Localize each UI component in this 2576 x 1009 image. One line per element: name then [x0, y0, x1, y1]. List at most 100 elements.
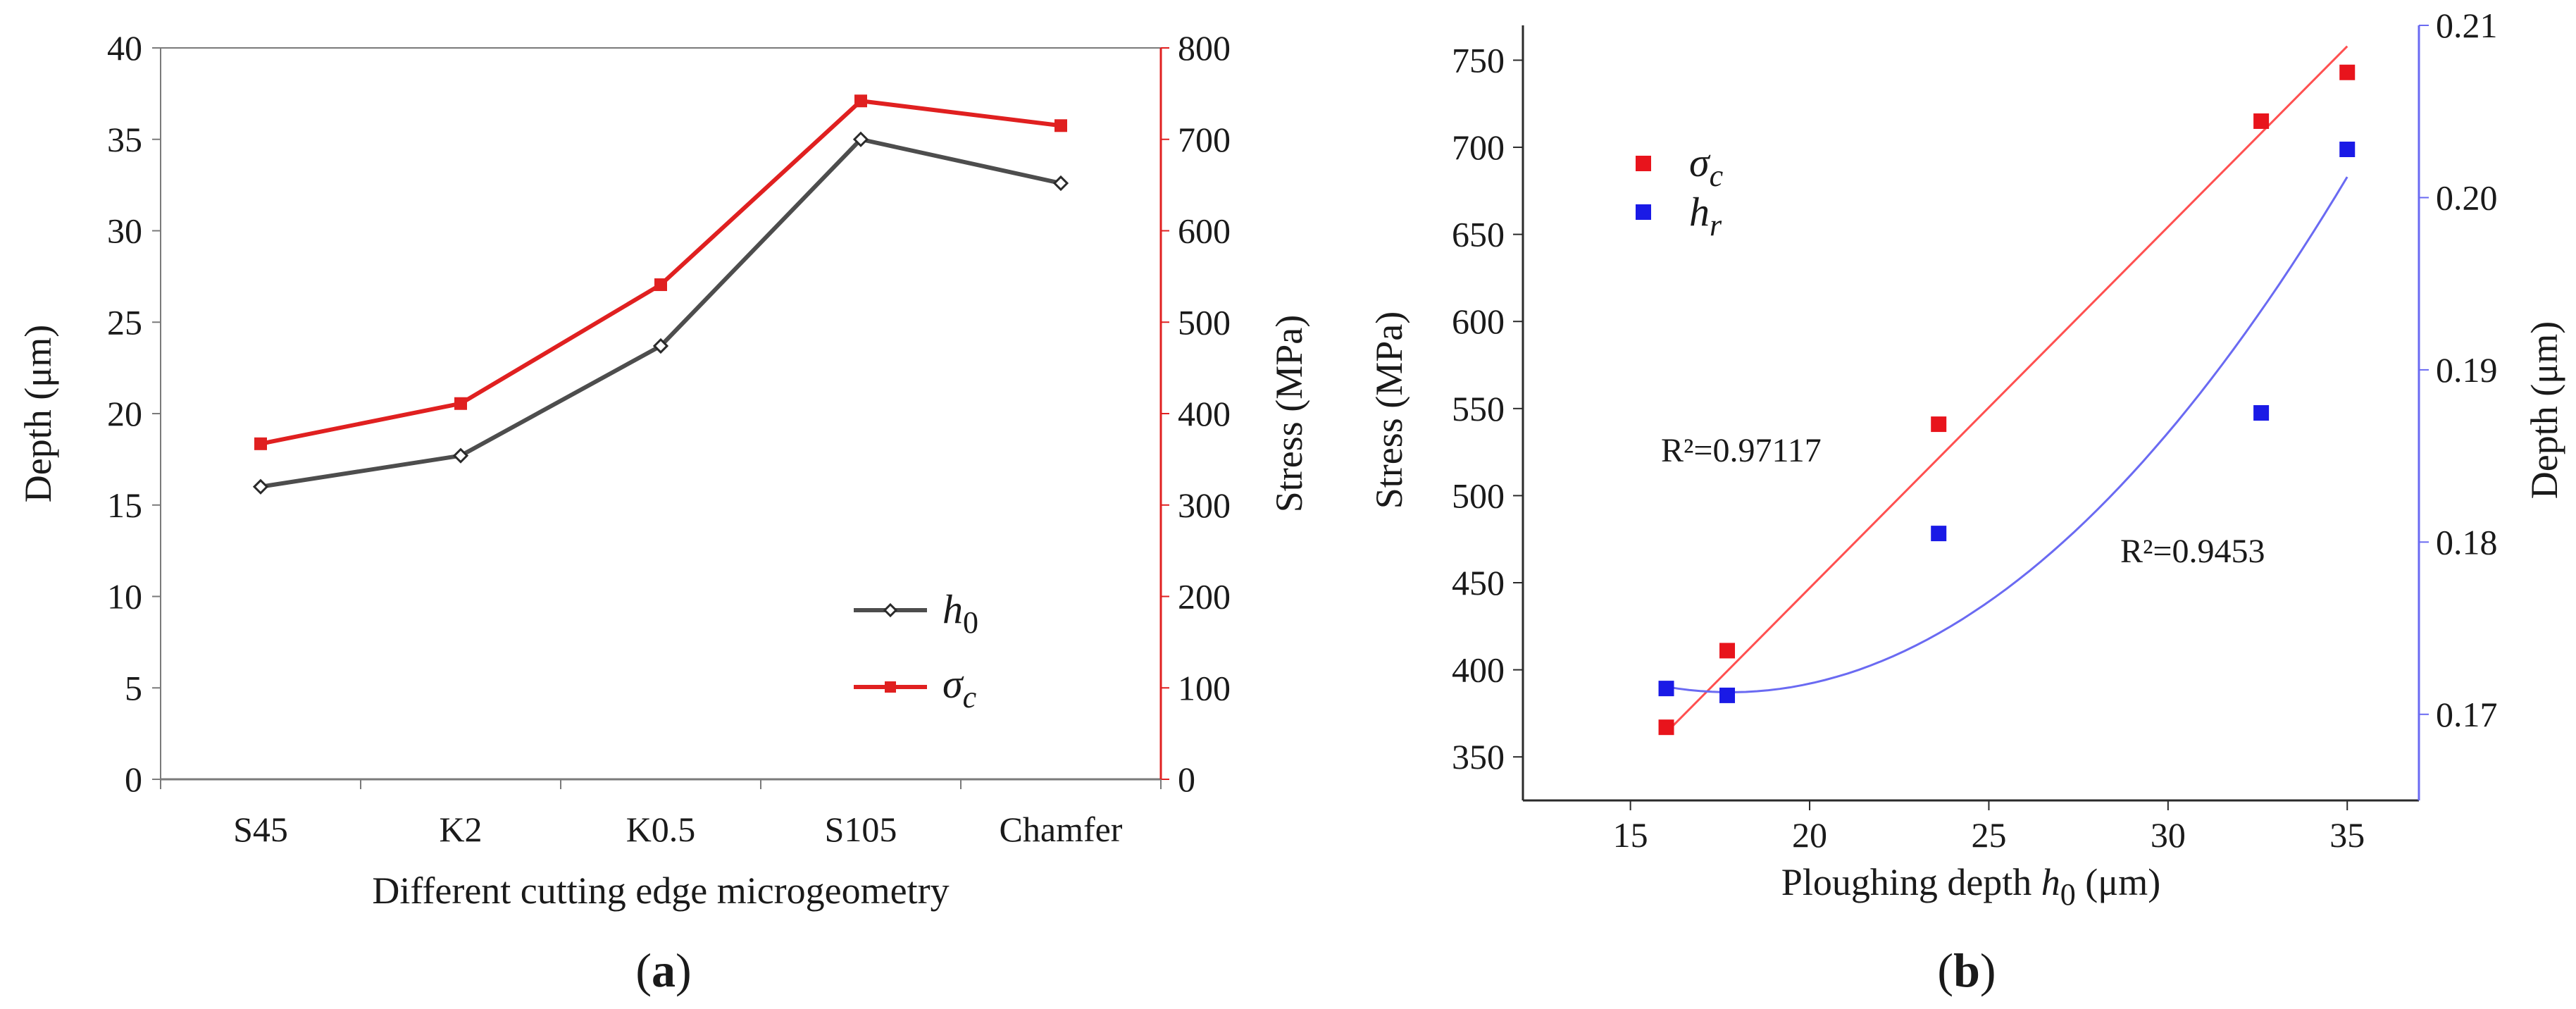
y-ticks-left-a: 0 5 10 15 20 25 30 35 40	[107, 28, 161, 799]
y-tick-label-left-b: 350	[1452, 737, 1505, 776]
panel-label-a-letter: a	[652, 943, 676, 997]
data-point-b-sigma	[2253, 113, 2270, 129]
x-label-b-unit: (μm)	[2076, 861, 2160, 903]
y-label-left-b: Stress (MPa)	[1368, 311, 1410, 509]
data-point-a-sigma	[654, 278, 667, 292]
legend-a-sigma-sub: c	[963, 680, 977, 714]
y-tick-label-right-a: 300	[1178, 485, 1231, 525]
data-point-a-h0	[252, 478, 269, 495]
y-tick-label-left-a: 20	[107, 394, 142, 433]
y-label-left-a: Depth (μm)	[17, 325, 59, 502]
y-label-right-b: Depth (μm)	[2523, 321, 2565, 499]
y-ticks-right-b: 0.17 0.18 0.19 0.20 0.21	[2419, 6, 2498, 734]
y-tick-label-right-a: 500	[1178, 302, 1231, 342]
legend-a-sigma-marker	[885, 681, 896, 693]
y-tick-label-right-a: 700	[1178, 120, 1231, 159]
y-label-right-a: Stress (MPa)	[1268, 315, 1310, 513]
data-point-a-h0	[452, 447, 469, 464]
y-tick-label-left-a: 0	[125, 760, 142, 799]
legend-a: h0 σc	[854, 586, 978, 714]
y-tick-label-right-b: 0.18	[2436, 522, 2498, 562]
x-label-a: Different cutting edge microgeometry	[372, 869, 949, 912]
x-tick-label-a: S45	[233, 810, 288, 849]
panel-label-a: (a)	[635, 943, 691, 997]
panel-label-b-open: (	[1937, 943, 1953, 997]
y-tick-label-left-b: 550	[1452, 389, 1505, 428]
legend-b-hr-label: hr	[1689, 189, 1722, 242]
y-tick-label-left-a: 10	[107, 577, 142, 617]
y-tick-label-left-b: 750	[1452, 40, 1505, 80]
x-label-b-symbol: h	[2041, 861, 2060, 903]
x-tick-label-b: 30	[2151, 815, 2186, 855]
y-tick-label-right-b: 0.17	[2436, 695, 2498, 734]
legend-b-sigma-sub: c	[1710, 159, 1724, 193]
plot-area-a	[160, 47, 1162, 780]
x-tick-label-b: 25	[1971, 815, 2006, 855]
x-ticks-b: 15 20 25 30 35	[1613, 800, 2365, 855]
data-point-a-sigma	[454, 397, 467, 410]
series-line-a-1	[260, 99, 1062, 446]
data-point-b-hr	[1719, 687, 1736, 703]
y-tick-label-right-a: 0	[1178, 760, 1195, 799]
y-tick-label-left-a: 15	[107, 485, 142, 525]
data-point-a-h0	[852, 131, 869, 147]
fit-lines-b	[1665, 45, 2348, 733]
y-tick-label-left-b: 650	[1452, 215, 1505, 254]
x-label-b-main: Ploughing depth	[1781, 861, 2041, 903]
y-tick-label-left-b: 450	[1452, 563, 1505, 602]
legend-b-sigma-marker	[1636, 156, 1651, 171]
x-tick-label-a: S105	[825, 810, 897, 849]
panel-label-a-close: )	[676, 943, 692, 997]
y-tick-label-left-a: 40	[107, 28, 142, 68]
legend-b-hr-symbol: h	[1689, 189, 1710, 235]
y-tick-label-left-a: 35	[107, 120, 142, 159]
x-tick-label-b: 20	[1792, 815, 1827, 855]
legend-a-h0-symbol: h	[942, 586, 963, 632]
data-point-b-hr	[2253, 405, 2270, 421]
panel-a: 0 5 10 15 20 25 30 35 40 0 100 200 300 400 500 600 700 8…	[17, 28, 1310, 997]
fit-label-sigma: R²=0.97117	[1661, 432, 1822, 469]
y-tick-label-left-b: 700	[1452, 128, 1505, 167]
y-tick-label-left-a: 25	[107, 302, 142, 342]
x-tick-label-a: K2	[439, 810, 482, 849]
y-ticks-right-a: 0 100 200 300 400 500 600 700 800	[1161, 28, 1231, 799]
x-label-b: Ploughing depth h0 (μm)	[1781, 861, 2160, 912]
y-tick-label-right-b: 0.20	[2436, 178, 2498, 217]
y-tick-label-left-b: 500	[1452, 476, 1505, 515]
data-point-a-sigma	[1054, 119, 1067, 132]
legend-b-hr-marker	[1636, 204, 1651, 220]
panel-label-b-letter: b	[1953, 943, 1980, 997]
y-tick-label-right-a: 800	[1178, 28, 1231, 68]
data-point-a-h0	[652, 338, 669, 354]
legend-b-hr-sub: r	[1710, 208, 1722, 242]
panel-b: 350 400 450 500 550 600 650 700 750 0.17 0.18 0.19…	[1368, 6, 2565, 997]
legend-b: σc hr	[1636, 140, 1724, 242]
y-tick-label-right-b: 0.21	[2436, 6, 2498, 45]
x-ticks-a: S45 K2 K0.5 S105 Chamfer	[160, 779, 1162, 849]
data-point-b-sigma	[1931, 416, 1947, 433]
legend-a-sigma-symbol: σ	[942, 661, 964, 707]
fit-line-sigma	[1665, 45, 2348, 733]
panel-label-b: (b)	[1937, 943, 1996, 997]
y-tick-label-left-a: 30	[107, 211, 142, 251]
fit-curve-hr	[1666, 176, 2348, 693]
legend-a-h0-marker	[883, 602, 898, 618]
data-point-b-hr	[2339, 142, 2356, 157]
y-tick-label-right-a: 600	[1178, 211, 1231, 251]
x-label-b-sub: 0	[2060, 877, 2076, 912]
fit-label-hr: R²=0.9453	[2120, 533, 2265, 570]
legend-a-h0-sub: 0	[963, 605, 978, 640]
y-tick-label-left-b: 400	[1452, 650, 1505, 690]
y-tick-label-left-a: 5	[125, 668, 142, 707]
y-tick-label-right-a: 200	[1178, 577, 1231, 617]
series-a	[252, 94, 1069, 495]
legend-a-sigma-label: σc	[942, 661, 977, 714]
y-tick-label-right-b: 0.19	[2436, 350, 2498, 390]
y-ticks-left-b: 350 400 450 500 550 600 650 700 750	[1452, 40, 1523, 776]
data-point-a-sigma	[854, 94, 867, 108]
data-point-b-hr	[1658, 681, 1674, 697]
data-point-b-sigma	[2339, 64, 2356, 80]
y-tick-label-left-b: 600	[1452, 302, 1505, 341]
x-tick-label-b: 15	[1613, 815, 1648, 855]
